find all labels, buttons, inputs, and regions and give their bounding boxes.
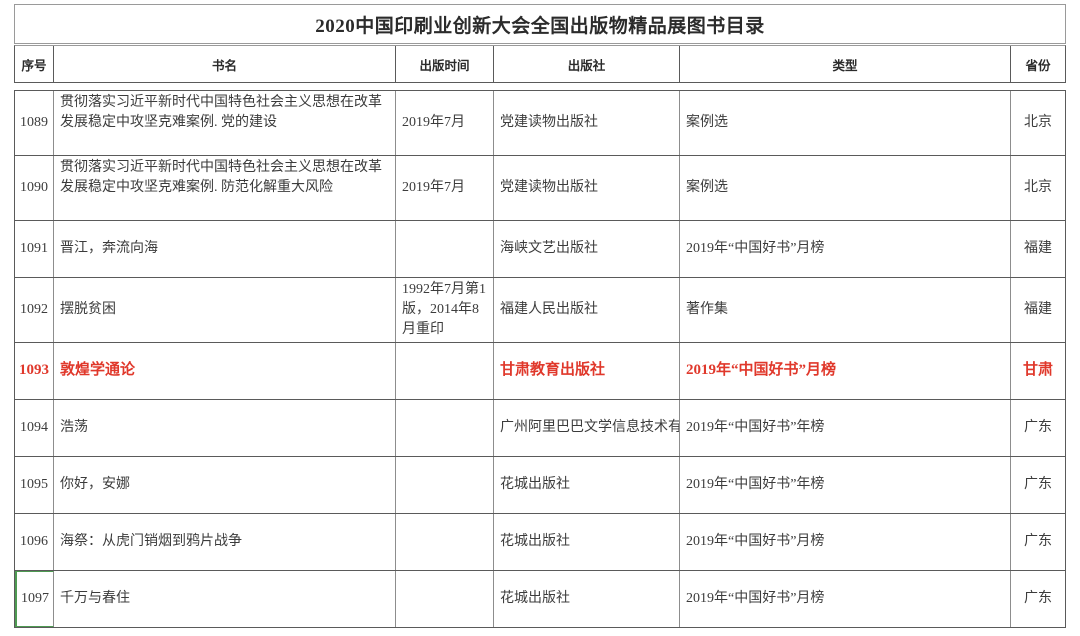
cell-date[interactable] <box>396 514 494 570</box>
cell-name[interactable]: 晋江，奔流向海 <box>54 221 396 277</box>
cell-name[interactable]: 千万与春住 <box>54 571 396 627</box>
cell-name[interactable]: 敦煌学通论 <box>54 343 396 399</box>
column-header-name[interactable]: 书名 <box>54 46 396 82</box>
column-header-no[interactable]: 序号 <box>15 46 54 82</box>
cell-prov[interactable]: 福建 <box>1024 302 1052 318</box>
cell-prov[interactable]: 广东 <box>1024 477 1052 493</box>
cell-pub[interactable]: 广州阿里巴巴文学信息技术有限公司 <box>494 400 680 456</box>
table-row[interactable]: 1090 贯彻落实习近平新时代中国特色社会主义思想在改革发展稳定中攻坚克难案例. … <box>15 156 1065 221</box>
cell-pub[interactable]: 甘肃教育出版社 <box>494 343 680 399</box>
cell-type[interactable]: 2019年“中国好书”月榜 <box>680 571 1011 627</box>
cell-name[interactable]: 浩荡 <box>54 400 396 456</box>
cell-type[interactable]: 2019年“中国好书”年榜 <box>680 400 1011 456</box>
cell-pub[interactable]: 党建读物出版社 <box>494 91 680 155</box>
cell-pub[interactable]: 花城出版社 <box>494 457 680 513</box>
cell-no[interactable]: 1091 <box>15 221 54 277</box>
cell-type[interactable]: 2019年“中国好书”月榜 <box>680 221 1011 277</box>
cell-prov[interactable]: 福建 <box>1024 241 1052 257</box>
cell-date[interactable] <box>396 457 494 513</box>
cell-pub[interactable]: 福建人民出版社 <box>494 278 680 342</box>
table-header-row: 序号 书名 出版时间 出版社 类型 省份 <box>14 45 1066 83</box>
cell-type[interactable]: 案例选 <box>680 91 1011 155</box>
cell-date[interactable] <box>396 221 494 277</box>
cell-pub[interactable]: 花城出版社 <box>494 514 680 570</box>
cell-no[interactable]: 1092 <box>15 278 54 342</box>
cell-type[interactable]: 2019年“中国好书”年榜 <box>680 457 1011 513</box>
page-title: 2020中国印刷业创新大会全国出版物精品展图书目录 <box>315 15 765 37</box>
column-header-prov[interactable]: 省份 <box>1025 58 1051 73</box>
document-title-band: 2020中国印刷业创新大会全国出版物精品展图书目录 <box>14 4 1066 44</box>
cell-type[interactable]: 2019年“中国好书”月榜 <box>680 343 1011 399</box>
cell-prov[interactable]: 广东 <box>1024 591 1052 607</box>
cell-no[interactable]: 1094 <box>15 400 54 456</box>
cell-date[interactable] <box>396 343 494 399</box>
cell-date[interactable]: 2019年7月 <box>396 156 494 220</box>
column-header-pub[interactable]: 出版社 <box>494 46 680 82</box>
cell-prov[interactable]: 甘肃 <box>1022 362 1053 379</box>
cell-no[interactable]: 1095 <box>15 457 54 513</box>
cell-date[interactable]: 2019年7月 <box>396 91 494 155</box>
cell-name[interactable]: 贯彻落实习近平新时代中国特色社会主义思想在改革发展稳定中攻坚克难案例. 防范化解… <box>54 156 396 220</box>
cell-no[interactable]: 1090 <box>15 156 54 220</box>
cell-name[interactable]: 海祭：从虎门销烟到鸦片战争 <box>54 514 396 570</box>
table-row[interactable]: 1097 千万与春住 花城出版社 2019年“中国好书”月榜 广东 <box>15 571 1065 628</box>
cell-no[interactable]: 1096 <box>15 514 54 570</box>
cell-name[interactable]: 贯彻落实习近平新时代中国特色社会主义思想在改革发展稳定中攻坚克难案例. 党的建设 <box>54 91 396 155</box>
header-body-gap <box>0 83 1080 90</box>
cell-no[interactable]: 1097 <box>15 571 54 627</box>
table-body: 1089 贯彻落实习近平新时代中国特色社会主义思想在改革发展稳定中攻坚克难案例. … <box>14 90 1066 628</box>
cell-prov[interactable]: 北京 <box>1024 180 1052 196</box>
table-row[interactable]: 1089 贯彻落实习近平新时代中国特色社会主义思想在改革发展稳定中攻坚克难案例. … <box>15 91 1065 156</box>
cell-pub[interactable]: 花城出版社 <box>494 571 680 627</box>
cell-name[interactable]: 你好，安娜 <box>54 457 396 513</box>
column-header-date[interactable]: 出版时间 <box>396 46 494 82</box>
table-row[interactable]: 1095 你好，安娜 花城出版社 2019年“中国好书”年榜 广东 <box>15 457 1065 514</box>
table-row[interactable]: 1091 晋江，奔流向海 海峡文艺出版社 2019年“中国好书”月榜 福建 <box>15 221 1065 278</box>
cell-prov[interactable]: 广东 <box>1024 420 1052 436</box>
cell-prov[interactable]: 广东 <box>1024 534 1052 550</box>
cell-date[interactable]: 1992年7月第1版，2014年8月重印 <box>396 278 494 342</box>
cell-name[interactable]: 摆脱贫困 <box>54 278 396 342</box>
cell-prov[interactable]: 北京 <box>1024 115 1052 131</box>
table-row[interactable]: 1092 摆脱贫困 1992年7月第1版，2014年8月重印 福建人民出版社 著作集 福建 <box>15 278 1065 343</box>
cell-pub[interactable]: 海峡文艺出版社 <box>494 221 680 277</box>
cell-type[interactable]: 著作集 <box>680 278 1011 342</box>
cell-date[interactable] <box>396 571 494 627</box>
cell-type[interactable]: 案例选 <box>680 156 1011 220</box>
cell-type[interactable]: 2019年“中国好书”月榜 <box>680 514 1011 570</box>
column-header-type[interactable]: 类型 <box>680 46 1011 82</box>
cell-date[interactable] <box>396 400 494 456</box>
cell-no[interactable]: 1093 <box>15 343 54 399</box>
cell-pub[interactable]: 党建读物出版社 <box>494 156 680 220</box>
table-row[interactable]: 1096 海祭：从虎门销烟到鸦片战争 花城出版社 2019年“中国好书”月榜 广东 <box>15 514 1065 571</box>
table-row[interactable]: 1093 敦煌学通论 甘肃教育出版社 2019年“中国好书”月榜 甘肃 <box>15 343 1065 400</box>
cell-no[interactable]: 1089 <box>15 91 54 155</box>
